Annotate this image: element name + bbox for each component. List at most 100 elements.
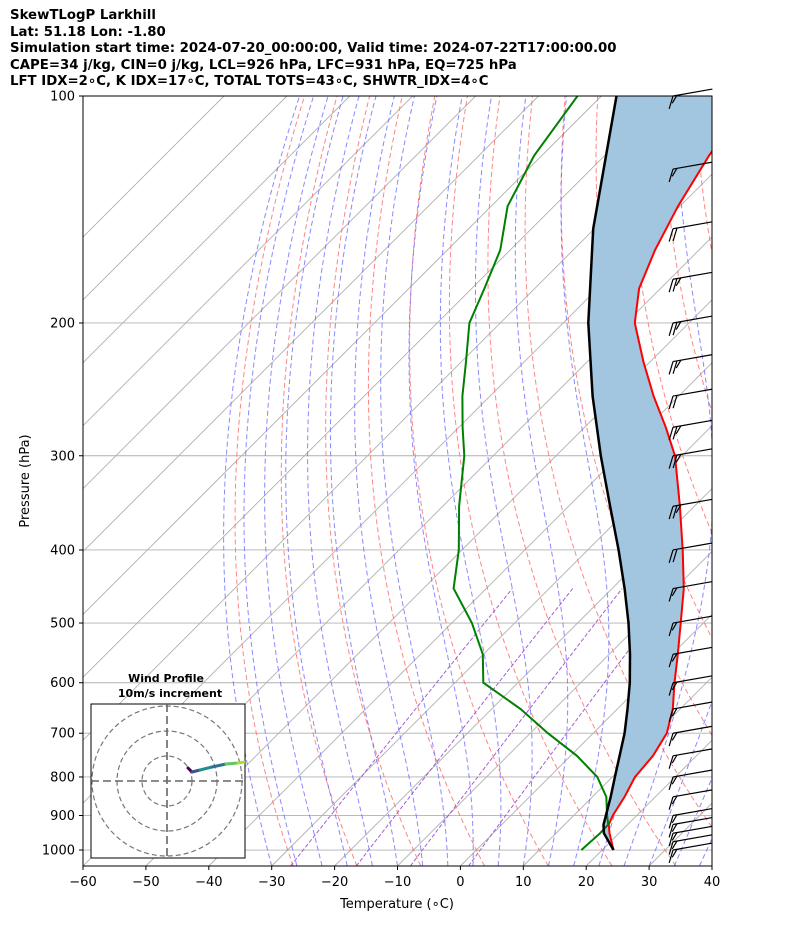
wind-barb bbox=[668, 221, 713, 242]
wind-barb bbox=[668, 725, 713, 747]
x-tick-label: −20 bbox=[321, 875, 348, 890]
hodograph bbox=[91, 704, 245, 858]
moist-adiabat bbox=[514, 96, 569, 866]
y-tick-label: 500 bbox=[50, 617, 75, 632]
wind-barb bbox=[668, 834, 713, 855]
isotherm-line bbox=[83, 96, 351, 364]
wind-barb bbox=[668, 675, 713, 696]
y-axis-label: Pressure (hPa) bbox=[18, 434, 33, 527]
moist-adiabat bbox=[307, 96, 373, 866]
wind-barb bbox=[668, 807, 713, 829]
dry-adiabat bbox=[728, 96, 794, 866]
wind-barb bbox=[668, 271, 713, 293]
wind-barb bbox=[668, 498, 713, 520]
hodograph-segment bbox=[224, 761, 240, 766]
wind-barb bbox=[668, 816, 713, 838]
mixing-ratio-line bbox=[409, 588, 623, 866]
moist-adiabat bbox=[408, 96, 474, 866]
moist-adiabat bbox=[698, 837, 712, 866]
wind-barb bbox=[668, 542, 713, 563]
x-tick-label: −60 bbox=[69, 875, 96, 890]
hodograph-segment bbox=[210, 762, 228, 769]
wind-barb bbox=[668, 748, 713, 769]
x-tick-label: 20 bbox=[578, 875, 595, 890]
x-tick-label: −10 bbox=[384, 875, 411, 890]
dry-adiabat bbox=[234, 96, 305, 866]
moist-adiabat bbox=[673, 776, 712, 866]
parcel-line bbox=[587, 96, 632, 851]
inset-title: Wind Profile bbox=[128, 672, 204, 685]
x-tick-label: 0 bbox=[456, 875, 464, 890]
x-tick-label: 10 bbox=[515, 875, 532, 890]
moist-adiabat bbox=[243, 96, 315, 866]
cape-fill bbox=[588, 96, 712, 850]
moist-adiabat bbox=[264, 96, 329, 866]
moist-adiabat bbox=[223, 96, 300, 866]
isotherm-line bbox=[83, 96, 602, 616]
dewpoint-line bbox=[452, 96, 610, 851]
isotherm-line bbox=[83, 96, 225, 238]
hodograph-segment bbox=[198, 765, 214, 772]
wind-barbs bbox=[668, 88, 713, 864]
wind-barb bbox=[668, 315, 713, 337]
y-tick-label: 900 bbox=[50, 809, 75, 824]
x-tick-label: 40 bbox=[704, 875, 721, 890]
dry-adiabat bbox=[524, 96, 712, 829]
isotherm-line bbox=[145, 299, 712, 866]
dry-adiabat bbox=[448, 96, 613, 866]
y-tick-label: 100 bbox=[50, 90, 75, 105]
wind-barb bbox=[668, 646, 713, 668]
sounding-profiles bbox=[452, 96, 712, 851]
moist-adiabat bbox=[725, 96, 794, 866]
wind-barb bbox=[668, 769, 713, 790]
dry-adiabat bbox=[761, 96, 794, 866]
temperature-line bbox=[607, 149, 712, 851]
isotherm-line bbox=[208, 362, 712, 866]
isotherm-line bbox=[271, 425, 712, 866]
wind-barb bbox=[668, 419, 713, 441]
axes: −60 −50 −40 −30 −20 −10 0 10 20 30 40 100 200 300 400 5… bbox=[42, 90, 720, 891]
isotherm-line bbox=[334, 487, 712, 866]
moist-adiabat bbox=[439, 96, 502, 866]
wind-barb bbox=[668, 161, 713, 183]
dry-adiabat bbox=[409, 96, 549, 866]
moist-adiabat bbox=[623, 96, 712, 866]
isotherm-line bbox=[711, 865, 712, 866]
dry-adiabat bbox=[325, 96, 422, 866]
wind-barb bbox=[668, 388, 713, 410]
mixing-ratio-line bbox=[290, 588, 513, 866]
dry-adiabat bbox=[367, 96, 485, 866]
wind-barb bbox=[668, 448, 713, 469]
wind-barb bbox=[668, 88, 713, 110]
isotherm-line bbox=[83, 96, 288, 301]
isotherm-line bbox=[83, 96, 476, 490]
y-tick-label: 200 bbox=[50, 316, 75, 331]
moist-adiabat bbox=[560, 96, 610, 866]
x-tick-label: −40 bbox=[195, 875, 222, 890]
y-tick-label: 300 bbox=[50, 449, 75, 464]
grid-lines bbox=[83, 96, 794, 866]
x-axis-label: Temperature (∘C) bbox=[339, 897, 454, 912]
wind-barb bbox=[668, 789, 713, 810]
hodograph-segment bbox=[236, 760, 245, 765]
y-tick-label: 800 bbox=[50, 770, 75, 785]
isotherm-line bbox=[397, 550, 712, 866]
dry-adiabat bbox=[662, 96, 712, 414]
isotherm-line bbox=[460, 613, 712, 866]
chart-title: SkewTLogP Larkhill bbox=[10, 8, 156, 23]
mixing-ratio-line bbox=[355, 588, 574, 866]
wind-barb bbox=[668, 354, 713, 375]
isotherm-line bbox=[83, 96, 414, 427]
dry-adiabat bbox=[487, 96, 677, 866]
wind-barb bbox=[668, 615, 713, 637]
moist-adiabat bbox=[329, 96, 398, 866]
station-location: Lat: 51.18 Lon: -1.80 bbox=[10, 24, 166, 40]
moist-adiabat bbox=[285, 96, 348, 866]
cape-indices: CAPE=34 j/kg, CIN=0 j/kg, LCL=926 hPa, L… bbox=[10, 57, 517, 73]
x-tick-label: −50 bbox=[132, 875, 159, 890]
stability-indices: LFT IDX=2∘C, K IDX=17∘C, TOTAL TOTS=43∘C… bbox=[10, 74, 489, 90]
moist-adiabat bbox=[380, 96, 449, 866]
y-tick-label: 400 bbox=[50, 543, 75, 558]
wind-profile-inset: Wind Profile 10m/s increment bbox=[90, 672, 246, 859]
